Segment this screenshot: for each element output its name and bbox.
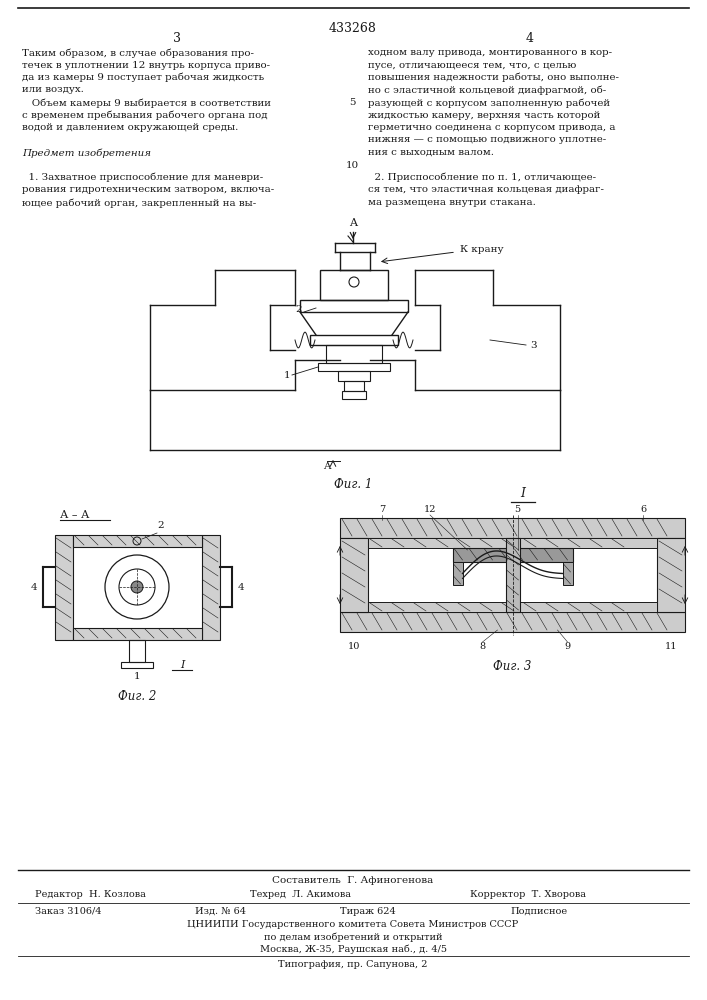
- Text: разующей с корпусом заполненную рабочей: разующей с корпусом заполненную рабочей: [368, 98, 610, 107]
- Text: 2: 2: [296, 306, 302, 314]
- Text: Типография, пр. Сапунова, 2: Типография, пр. Сапунова, 2: [279, 960, 428, 969]
- Text: Таким образом, в случае образования про-: Таким образом, в случае образования про-: [22, 48, 254, 57]
- Text: ющее рабочий орган, закрепленный на вы-: ющее рабочий орган, закрепленный на вы-: [22, 198, 256, 208]
- Text: ма размещена внутри стакана.: ма размещена внутри стакана.: [368, 198, 536, 207]
- Text: но с эластичной кольцевой диафрагмой, об-: но с эластичной кольцевой диафрагмой, об…: [368, 86, 606, 95]
- Text: да из камеры 9 поступает рабочая жидкость: да из камеры 9 поступает рабочая жидкост…: [22, 73, 264, 83]
- Text: 6: 6: [640, 505, 646, 514]
- Bar: [563, 562, 573, 585]
- Text: с временем пребывания рабочего органа под: с временем пребывания рабочего органа по…: [22, 110, 267, 120]
- Text: Предмет изобретения: Предмет изобретения: [22, 148, 151, 157]
- Bar: [344, 381, 364, 391]
- Text: Изд. № 64: Изд. № 64: [195, 907, 246, 916]
- Bar: [129, 640, 145, 662]
- Text: 4: 4: [30, 582, 37, 591]
- Bar: [318, 363, 390, 371]
- Text: ЦНИИПИ Государственного комитета Совета Министров СССР: ЦНИИПИ Государственного комитета Совета …: [187, 920, 519, 929]
- Text: 2. Приспособление по п. 1, отличающее-: 2. Приспособление по п. 1, отличающее-: [368, 173, 596, 182]
- Text: I: I: [180, 660, 185, 670]
- Text: ходном валу привода, монтированного в кор-: ходном валу привода, монтированного в ко…: [368, 48, 612, 57]
- Text: 10: 10: [346, 160, 358, 169]
- Text: герметично соединена с корпусом привода, а: герметично соединена с корпусом привода,…: [368, 123, 616, 132]
- Text: 1: 1: [284, 370, 290, 379]
- Text: Подписное: Подписное: [510, 907, 567, 916]
- Bar: [310, 335, 398, 345]
- Text: Техред  Л. Акимова: Техред Л. Акимова: [250, 890, 351, 899]
- Text: по делам изобретений и открытий: по делам изобретений и открытий: [264, 932, 443, 942]
- Text: Тираж 624: Тираж 624: [340, 907, 396, 916]
- Bar: [657, 538, 685, 612]
- Text: К крану: К крану: [460, 245, 503, 254]
- Text: Составитель  Г. Афиногенова: Составитель Г. Афиногенова: [272, 876, 433, 885]
- Text: 433268: 433268: [329, 22, 377, 35]
- Bar: [326, 345, 382, 363]
- Text: 4: 4: [238, 582, 245, 591]
- Text: жидкостью камеру, верхняя часть которой: жидкостью камеру, верхняя часть которой: [368, 110, 600, 119]
- Bar: [340, 518, 685, 538]
- Text: 5: 5: [349, 98, 355, 107]
- Text: 1: 1: [134, 672, 140, 681]
- Text: Корректор  Т. Хворова: Корректор Т. Хворова: [470, 890, 586, 899]
- Bar: [452, 562, 462, 585]
- Bar: [452, 548, 573, 562]
- Bar: [121, 662, 153, 668]
- Bar: [300, 300, 408, 312]
- Text: ния с выходным валом.: ния с выходным валом.: [368, 148, 494, 157]
- Text: Объем камеры 9 выбирается в соответствии: Объем камеры 9 выбирается в соответствии: [22, 98, 271, 107]
- Text: A: A: [349, 218, 357, 228]
- Text: пусе, отличающееся тем, что, с целью: пусе, отличающееся тем, что, с целью: [368, 60, 576, 70]
- Text: 12: 12: [423, 505, 436, 514]
- Bar: [506, 538, 520, 612]
- Text: I: I: [520, 487, 525, 500]
- Bar: [320, 270, 388, 300]
- Text: А – А: А – А: [60, 510, 89, 520]
- Bar: [202, 535, 220, 640]
- Text: ся тем, что эластичная кольцевая диафраг-: ся тем, что эластичная кольцевая диафраг…: [368, 186, 604, 194]
- Bar: [73, 628, 202, 640]
- Text: 11: 11: [665, 642, 677, 651]
- Circle shape: [131, 581, 143, 593]
- Text: Заказ 3106/4: Заказ 3106/4: [35, 907, 102, 916]
- Text: 8: 8: [479, 642, 486, 651]
- Bar: [340, 612, 685, 632]
- Text: или воздух.: или воздух.: [22, 86, 84, 95]
- Text: Фиг. 3: Фиг. 3: [493, 660, 532, 673]
- Text: 1. Захватное приспособление для маневри-: 1. Захватное приспособление для маневри-: [22, 173, 263, 182]
- Bar: [338, 371, 370, 381]
- Bar: [55, 535, 73, 640]
- Text: Редактор  Н. Козлова: Редактор Н. Козлова: [35, 890, 146, 899]
- Text: рования гидротехническим затвором, включа-: рования гидротехническим затвором, включ…: [22, 186, 274, 194]
- Text: 9: 9: [564, 642, 571, 651]
- Text: Москва, Ж-35, Раушская наб., д. 4/5: Москва, Ж-35, Раушская наб., д. 4/5: [259, 944, 447, 954]
- Text: нижняя — с помощью подвижного уплотне-: нижняя — с помощью подвижного уплотне-: [368, 135, 606, 144]
- Bar: [368, 602, 657, 612]
- Text: 3: 3: [173, 32, 181, 45]
- Text: Фиг. 1: Фиг. 1: [334, 478, 372, 491]
- Text: 2: 2: [157, 521, 163, 530]
- Bar: [73, 535, 202, 547]
- Text: 3: 3: [530, 340, 537, 350]
- Text: 4: 4: [526, 32, 534, 45]
- Text: течек в уплотнении 12 внутрь корпуса приво-: течек в уплотнении 12 внутрь корпуса при…: [22, 60, 270, 70]
- Text: A: A: [323, 462, 331, 471]
- Text: 10: 10: [348, 642, 360, 651]
- Bar: [342, 391, 366, 399]
- Text: водой и давлением окружающей среды.: водой и давлением окружающей среды.: [22, 123, 238, 132]
- Bar: [340, 538, 368, 612]
- Text: 7: 7: [379, 505, 385, 514]
- Text: Фиг. 2: Фиг. 2: [118, 690, 156, 703]
- Text: повышения надежности работы, оно выполне-: повышения надежности работы, оно выполне…: [368, 73, 619, 83]
- Text: 5: 5: [515, 505, 520, 514]
- Bar: [368, 538, 657, 548]
